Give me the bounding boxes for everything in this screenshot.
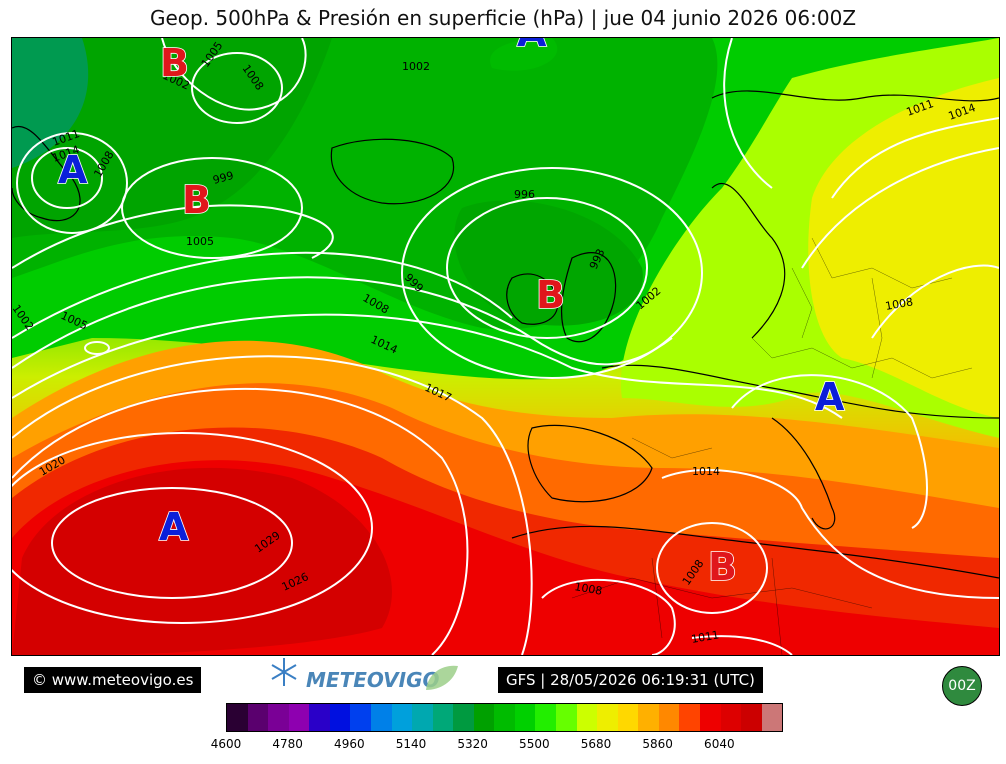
isobar-label: 996 <box>514 188 535 201</box>
colorbar-tick-label: 5140 <box>395 737 427 751</box>
colorbar-swatch <box>329 704 351 731</box>
copyright-label: © www.meteovigo.es <box>24 667 202 693</box>
colorbar-tick-label: 5500 <box>519 737 550 751</box>
colorbar-swatch <box>699 704 721 731</box>
colorbar-swatch <box>535 704 556 731</box>
low-center: B <box>182 178 211 222</box>
pressure-centers: A A A A B B B B <box>57 38 846 590</box>
isobar-label: 999 <box>211 169 235 187</box>
colorbar-tick-label: 5680 <box>580 737 612 751</box>
isobar-label: 1008 <box>573 580 603 598</box>
colorbar-swatch <box>494 704 515 731</box>
map-title: Geop. 500hPa & Presión en superficie (hP… <box>149 6 857 30</box>
map-canvas: 1002 1005 1008 1002 1011 1014 1008 999 1… <box>12 38 999 655</box>
weather-map: 1002 1005 1008 1002 1011 1014 1008 999 1… <box>11 37 1000 656</box>
colorbar-swatch <box>638 704 659 731</box>
high-center: A <box>58 148 88 192</box>
colorbar-swatch <box>309 704 330 731</box>
colorbar-swatch <box>391 704 413 731</box>
meteovigo-logo: METEOVIGO <box>268 656 468 696</box>
isobar-label: 1011 <box>690 628 720 646</box>
low-center: B <box>708 545 737 589</box>
colorbar-swatch <box>370 704 392 731</box>
low-center: B <box>536 273 565 317</box>
colorbar-swatch <box>658 704 680 731</box>
coastlines <box>12 90 999 579</box>
logo-text: METEOVIGO <box>306 668 440 692</box>
high-center: A <box>815 375 845 419</box>
snowflake-icon <box>271 658 297 686</box>
colorbar-swatch <box>556 704 577 731</box>
colorbar-tick-label: 5860 <box>642 737 673 751</box>
isobar-label: 1005 <box>186 235 214 248</box>
run-00z-button[interactable]: 00Z <box>942 666 982 706</box>
isobar-label: 1002 <box>402 60 430 73</box>
colorbar-tick-label: 6040 <box>704 737 735 751</box>
isobars <box>12 38 999 655</box>
colorbar-swatch <box>741 704 762 731</box>
isobar-label: 1014 <box>692 465 720 478</box>
colorbar-swatch <box>576 704 598 731</box>
colorbar-swatch <box>453 704 474 731</box>
colorbar-swatch <box>514 704 536 731</box>
colorbar-tick-label: 4600 <box>210 737 242 751</box>
colorbar-swatch <box>720 704 742 731</box>
low-center: B <box>160 41 189 85</box>
colorbar-swatch <box>761 704 783 731</box>
high-center: A <box>159 505 189 549</box>
colorbar-swatch <box>227 704 248 731</box>
colorbar-swatch <box>432 704 454 731</box>
colorbar-swatch <box>350 704 371 731</box>
colorbar-tick-label: 4780 <box>272 737 303 751</box>
colorbar-swatch <box>617 704 639 731</box>
colorbar-ticks: 4600 4780 4960 5140 5320 5500 5680 5860 6040 <box>211 737 781 755</box>
colorbar-swatch <box>473 704 495 731</box>
model-run-info: GFS | 28/05/2026 06:19:31 (UTC) <box>498 667 763 693</box>
colorbar-swatch <box>247 704 269 731</box>
colorbar-swatch <box>679 704 700 731</box>
colorbar-swatch <box>412 704 433 731</box>
colorbar-swatch <box>597 704 618 731</box>
colorbar <box>226 703 783 732</box>
leaf-icon <box>426 665 458 690</box>
colorbar-tick-label: 5320 <box>457 737 488 751</box>
colorbar-tick-label: 4960 <box>334 737 365 751</box>
isobar-label: 1008 <box>884 295 914 313</box>
colorbar-swatch <box>268 704 289 731</box>
high-center: A <box>517 38 547 55</box>
colorbar-swatch <box>288 704 310 731</box>
